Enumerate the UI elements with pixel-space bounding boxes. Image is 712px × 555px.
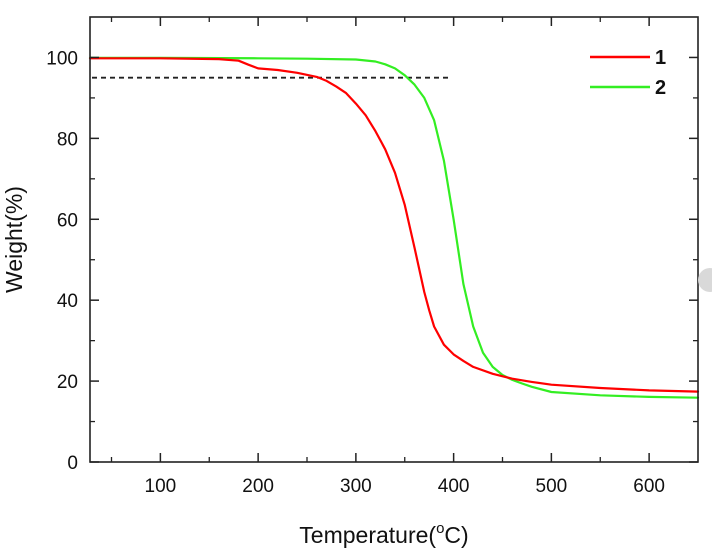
y-tick-label: 80 — [57, 129, 78, 150]
y-axis-title: Weight(%) — [1, 186, 27, 293]
y-tick-label: 40 — [57, 291, 78, 312]
legend-label-2: 2 — [655, 77, 666, 99]
series-line-2 — [88, 56, 700, 399]
x-tick-label: 600 — [633, 476, 665, 497]
x-tick-label: 300 — [340, 476, 372, 497]
x-axis-title: Temperature(oC) — [299, 520, 468, 548]
x-tick-label: 200 — [242, 476, 274, 497]
legend-label-1: 1 — [655, 47, 666, 69]
x-axis-title-tail: C) — [444, 522, 468, 548]
y-tick-label: 0 — [67, 453, 78, 474]
y-tick-label: 20 — [57, 372, 78, 393]
y-tick-label: 60 — [57, 210, 78, 231]
x-tick-label: 500 — [536, 476, 568, 497]
x-axis-title-sup: o — [436, 520, 444, 537]
series-line-1 — [88, 57, 700, 393]
plot-frame — [89, 16, 699, 463]
x-tick-label: 100 — [145, 476, 177, 497]
x-axis-title-main: Temperature( — [299, 522, 436, 548]
x-tick-label: 400 — [438, 476, 470, 497]
y-tick-label: 100 — [46, 48, 78, 69]
edge-decoration — [698, 268, 712, 292]
